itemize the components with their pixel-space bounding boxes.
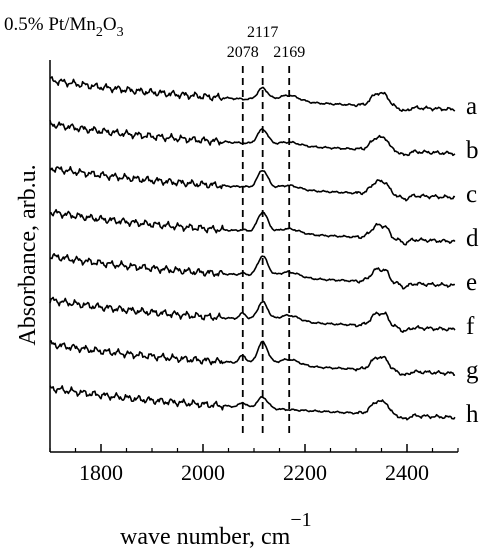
x-tick-label: 1800 xyxy=(79,460,123,485)
spectrum-line-h xyxy=(49,385,456,421)
spectrum-line-b xyxy=(49,119,456,157)
x-axis-label-sup: −1 xyxy=(290,509,311,531)
reference-line-label-2169: 2169 xyxy=(273,44,305,61)
spectrum-label-d: d xyxy=(466,225,479,252)
spectrum-line-c xyxy=(49,166,456,202)
spectrum-line-e xyxy=(49,253,456,290)
reference-line-label-2117: 2117 xyxy=(247,24,278,41)
spectrum-label-f: f xyxy=(466,313,475,340)
reference-line-label-2078: 2078 xyxy=(227,44,259,61)
spectrum-label-b: b xyxy=(466,137,479,164)
spectrum-line-g xyxy=(49,340,456,377)
spectrum-label-g: g xyxy=(466,357,479,384)
spectrum-line-a xyxy=(49,76,456,112)
spectrum-label-a: a xyxy=(466,93,477,120)
x-tick-label: 2200 xyxy=(283,460,327,485)
sample-label: 0.5% Pt/Mn2O3 xyxy=(4,14,124,40)
spectrum-label-h: h xyxy=(466,401,479,428)
y-axis-label: Absorbance, arb.u. xyxy=(15,164,41,345)
spectrum-line-d xyxy=(49,208,456,246)
x-tick-label: 2000 xyxy=(181,460,225,485)
sample-label-sub1: 2 xyxy=(96,25,103,40)
spectrum-line-f xyxy=(49,296,456,333)
x-axis-label: wave number, cm−1 xyxy=(120,509,312,550)
spectrum-label-c: c xyxy=(466,181,477,208)
x-tick-label: 2400 xyxy=(385,460,429,485)
sample-label-prefix: 0.5% Pt/Mn xyxy=(4,14,96,35)
x-axis-label-text: wave number, cm xyxy=(120,524,291,550)
spectrum-label-e: e xyxy=(466,269,477,296)
sample-label-sub2: 3 xyxy=(117,25,124,40)
sample-label-mid: O xyxy=(103,14,117,35)
